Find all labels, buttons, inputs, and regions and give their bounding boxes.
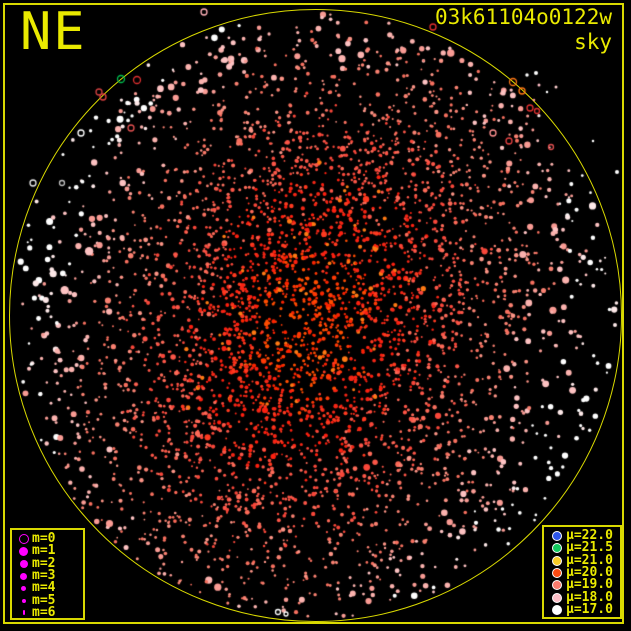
mu-marker-icon — [551, 604, 562, 615]
legend-row: m=4 — [12, 580, 83, 596]
magnitude-marker-icon — [19, 559, 28, 568]
magnitude-marker-icon — [21, 585, 26, 591]
mu-marker-icon — [551, 543, 562, 554]
magnitude-legend-label: m=2 — [32, 555, 56, 571]
magnitude-marker-icon — [22, 610, 25, 616]
magnitude-legend-label: m=0 — [32, 531, 56, 547]
mu-marker-icon — [551, 580, 562, 591]
magnitude-legend-label: m=1 — [32, 543, 56, 559]
orientation-label: NE — [20, 2, 87, 62]
magnitude-legend: m=0 m=1 m=2 m=3 m=4 m=5 m=6 — [10, 528, 85, 620]
legend-row: μ=21.5 — [544, 540, 620, 556]
magnitude-legend-label: m=4 — [32, 580, 56, 596]
legend-row: m=5 — [12, 592, 83, 608]
magnitude-marker-icon — [18, 534, 29, 545]
magnitude-marker-icon — [19, 546, 28, 556]
plot-subtitle: sky — [574, 30, 612, 54]
legend-row: μ=17.0 — [544, 601, 620, 617]
title-block: 03k61104o0122w sky — [435, 5, 612, 55]
mu-legend-label: μ=21.5 — [566, 540, 613, 556]
legend-row: m=6 — [12, 604, 83, 620]
mu-legend-label: μ=21.0 — [566, 552, 613, 568]
mu-legend-label: μ=18.0 — [566, 589, 613, 605]
legend-row: μ=19.0 — [544, 577, 620, 593]
legend-row: μ=21.0 — [544, 552, 620, 568]
legend-row: μ=18.0 — [544, 589, 620, 605]
legend-row: μ=22.0 — [544, 528, 620, 544]
magnitude-legend-label: m=6 — [32, 604, 56, 620]
plot-title: 03k61104o0122w — [434, 5, 612, 29]
legend-row: μ=20.0 — [544, 565, 620, 581]
mu-legend: μ=22.0 μ=21.5 μ=21.0 μ=20.0 μ=19.0 μ=18.… — [542, 525, 622, 619]
magnitude-marker-icon — [20, 572, 27, 580]
legend-row: m=1 — [12, 543, 83, 559]
legend-row: m=3 — [12, 568, 83, 584]
mu-marker-icon — [551, 592, 562, 603]
legend-row: m=2 — [12, 555, 83, 571]
mu-marker-icon — [551, 568, 562, 579]
mu-legend-label: μ=22.0 — [566, 528, 613, 544]
mu-marker-icon — [551, 555, 562, 566]
mu-legend-label: μ=20.0 — [566, 565, 613, 581]
magnitude-legend-label: m=5 — [32, 592, 56, 608]
mu-legend-label: μ=17.0 — [566, 601, 613, 617]
magnitude-legend-label: m=3 — [32, 568, 56, 584]
legend-row: m=0 — [12, 531, 83, 547]
mu-legend-label: μ=19.0 — [566, 577, 613, 593]
magnitude-marker-icon — [21, 598, 26, 603]
mu-marker-icon — [551, 531, 562, 542]
